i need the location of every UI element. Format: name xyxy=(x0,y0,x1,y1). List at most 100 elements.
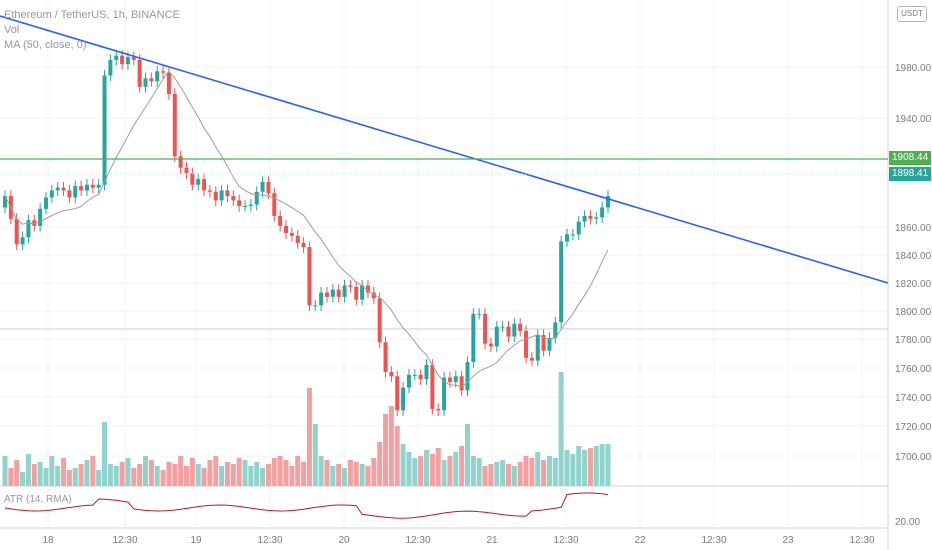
candle-body xyxy=(301,242,306,248)
x-tick-label: 12:30 xyxy=(257,535,282,546)
candle-body xyxy=(529,357,534,361)
candle-body xyxy=(395,376,400,411)
candle-body xyxy=(254,191,259,205)
volume-bar xyxy=(14,460,20,486)
atr-tick-label: 20.00 xyxy=(895,517,920,528)
candle-body xyxy=(600,207,605,218)
candle-body xyxy=(582,215,587,222)
x-tick-label: 21 xyxy=(486,535,498,546)
volume-bar xyxy=(137,464,143,486)
candle-body xyxy=(383,342,388,372)
volume-bar xyxy=(236,458,242,486)
volume-bar xyxy=(189,458,195,486)
y-tick-label: 1980.00 xyxy=(895,63,932,74)
volume-bar xyxy=(172,464,178,486)
volume-bar xyxy=(599,444,605,486)
candle-body xyxy=(313,305,318,307)
candle-body xyxy=(231,196,236,201)
volume-bar xyxy=(43,468,49,486)
volume-bar xyxy=(20,472,26,486)
resistance-price-tag: 1908.44 xyxy=(889,151,932,165)
volume-bar xyxy=(336,464,342,486)
candle-body xyxy=(559,241,564,323)
volume-bar xyxy=(195,464,201,486)
volume-bar xyxy=(377,442,383,486)
volume-bar xyxy=(201,468,207,486)
volume-bar xyxy=(213,456,219,486)
volume-bar xyxy=(383,414,389,486)
candle-body xyxy=(576,221,581,235)
atr-line xyxy=(4,492,609,519)
volume-bar xyxy=(441,460,447,486)
volume-bar xyxy=(593,446,599,486)
candle-body xyxy=(500,326,505,328)
volume-bar xyxy=(406,452,412,486)
volume-bar xyxy=(365,466,371,486)
candle-body xyxy=(570,234,575,236)
candle-body xyxy=(483,313,488,344)
volume-bar xyxy=(2,456,8,486)
candle-body xyxy=(494,326,499,347)
candle-body xyxy=(161,71,166,73)
candle-body xyxy=(20,237,25,245)
candle-body xyxy=(278,215,283,226)
candle-body xyxy=(588,215,593,219)
moving-average-line xyxy=(4,70,609,387)
candle-body xyxy=(184,167,189,174)
candle-body xyxy=(447,377,452,382)
volume-bar xyxy=(424,450,430,486)
candle-body xyxy=(243,206,248,208)
currency-box[interactable]: USDT xyxy=(897,6,927,22)
volume-bar xyxy=(312,424,318,486)
y-tick-label: 1720.00 xyxy=(895,422,932,433)
volume-bar xyxy=(342,468,348,486)
volume-bar xyxy=(435,448,441,486)
y-tick-label: 1860.00 xyxy=(895,223,932,234)
candle-body xyxy=(172,93,177,157)
candle-body xyxy=(131,57,136,60)
volume-bar xyxy=(429,454,435,486)
volume-bar xyxy=(72,468,78,486)
volume-bar xyxy=(459,446,465,486)
candle-body xyxy=(196,179,201,185)
volume-bar xyxy=(558,372,564,486)
candle-body xyxy=(102,75,107,185)
y-tick-label: 1820.00 xyxy=(895,279,932,290)
candle-body xyxy=(512,323,517,337)
candle-body xyxy=(406,374,411,388)
candle-body xyxy=(418,374,423,380)
candle-body xyxy=(401,387,406,411)
candle-body xyxy=(330,289,335,297)
candle-body xyxy=(307,247,312,306)
x-tick-label: 12:30 xyxy=(701,535,726,546)
candle-body xyxy=(248,204,253,207)
x-tick-label: 23 xyxy=(782,535,794,546)
candle-body xyxy=(155,71,160,82)
candle-body xyxy=(84,184,89,191)
volume-bar xyxy=(453,452,459,486)
volume-bar xyxy=(96,470,102,486)
candle-body xyxy=(73,186,78,198)
candle-body xyxy=(207,190,212,192)
candle-body xyxy=(565,234,570,242)
y-tick-label: 1760.00 xyxy=(895,364,932,375)
volume-bar xyxy=(517,462,523,486)
volume-bar xyxy=(541,460,547,486)
x-tick-label: 19 xyxy=(190,535,202,546)
candle-body xyxy=(453,376,458,382)
volume-bar xyxy=(500,460,506,486)
candle-body xyxy=(436,408,441,411)
volume-bar xyxy=(400,444,406,486)
volume-bar xyxy=(482,466,488,486)
candle-body xyxy=(488,343,493,347)
candle-body xyxy=(506,326,511,337)
candle-body xyxy=(371,292,376,299)
candle-body xyxy=(319,292,324,306)
candle-body xyxy=(67,190,72,198)
volume-bar xyxy=(330,466,336,486)
candle-body xyxy=(14,218,19,245)
volume-bar xyxy=(318,456,324,486)
volume-bar xyxy=(224,462,230,486)
x-tick-label: 12:30 xyxy=(405,535,430,546)
